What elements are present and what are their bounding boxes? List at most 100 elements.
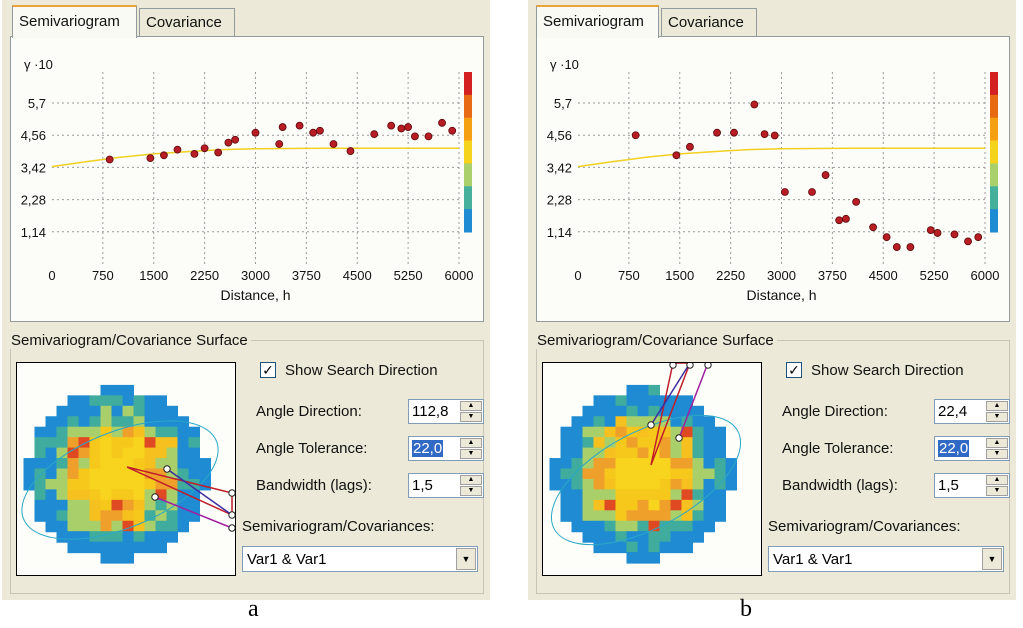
spin-up-button[interactable]: ▲ (986, 438, 1008, 448)
surface-cell (45, 458, 57, 470)
surface-cell (78, 541, 90, 554)
surface-cell (100, 384, 112, 397)
surface-cell (681, 478, 693, 491)
surface-cell (560, 447, 572, 460)
surface-cell (593, 510, 605, 522)
surface-cell (78, 405, 90, 418)
surface-cell (89, 478, 101, 491)
angle-direction-value[interactable]: 22,4 (938, 403, 968, 420)
spin-down-button[interactable]: ▼ (460, 449, 482, 459)
spin-down-button[interactable]: ▼ (986, 486, 1008, 496)
surface-cell (637, 552, 649, 564)
spin-up-button[interactable]: ▲ (460, 401, 482, 411)
tab-covariance[interactable]: Covariance (139, 8, 235, 36)
colorbar-segment (464, 209, 472, 233)
surface-cell (45, 447, 57, 460)
surface-cell (571, 458, 583, 470)
spin-down-button[interactable]: ▼ (986, 449, 1008, 459)
angle-direction-spinner[interactable]: 112,8 ▲ ▼ (408, 399, 484, 424)
chevron-down-icon[interactable]: ▼ (982, 548, 1002, 570)
tab-semivariogram[interactable]: Semivariogram (536, 5, 659, 38)
spin-down-button[interactable]: ▼ (460, 486, 482, 496)
covariances-select[interactable]: Var1 & Var1 ▼ (242, 546, 478, 572)
spin-up-button[interactable]: ▲ (986, 401, 1008, 411)
surface-cell (100, 520, 112, 533)
surface-cell (615, 520, 627, 533)
show-search-direction-checkbox[interactable]: ✓ (786, 362, 802, 378)
search-band (154, 496, 233, 529)
data-point (869, 223, 877, 232)
bandwidth-value[interactable]: 1,5 (938, 477, 959, 494)
surface-cell (582, 405, 594, 418)
surface-cell (122, 541, 134, 554)
surface-cell (626, 437, 638, 449)
angle-tolerance-label: Angle Tolerance: (782, 440, 894, 457)
colorbar-segment (464, 186, 472, 210)
surface-cell (703, 510, 715, 522)
spin-up-button[interactable]: ▲ (460, 438, 482, 448)
surface-cell (626, 478, 638, 491)
bandwidth-spinner[interactable]: 1,5 ▲ ▼ (408, 473, 484, 498)
surface-cell (670, 405, 682, 418)
bandwidth-spinner[interactable]: 1,5 ▲ ▼ (934, 473, 1010, 498)
tab-covariance[interactable]: Covariance (661, 8, 757, 36)
surface-cell (692, 447, 704, 460)
surface-cell (659, 499, 671, 512)
tab-semivariogram[interactable]: Semivariogram (12, 5, 137, 38)
surface-cell (23, 468, 35, 480)
angle-direction-spinner[interactable]: 22,4 ▲ ▼ (934, 399, 1010, 424)
covariances-label: Semivariogram/Covariances: (242, 518, 435, 535)
spin-down-button[interactable]: ▼ (460, 412, 482, 422)
surface-cell (637, 384, 649, 397)
surface-cell (659, 426, 671, 439)
surface-cell (111, 478, 123, 491)
surface-cell (45, 489, 57, 501)
bandwidth-value[interactable]: 1,5 (412, 477, 433, 494)
surface-cell (571, 468, 583, 480)
surface-cell (155, 510, 167, 522)
x-tick-label: 3000 (241, 268, 270, 283)
angle-tolerance-value[interactable]: 22,0 (938, 440, 970, 457)
surface-cell (637, 541, 649, 554)
search-sector (126, 466, 233, 517)
surface-cell (188, 510, 200, 522)
covariances-select[interactable]: Var1 & Var1 ▼ (768, 546, 1004, 572)
show-search-direction-checkbox[interactable]: ✓ (260, 362, 276, 378)
angle-direction-value[interactable]: 112,8 (412, 403, 449, 420)
surface-cell (177, 499, 189, 512)
surface-cell (604, 468, 616, 480)
spin-down-button[interactable]: ▼ (986, 412, 1008, 422)
x-tick-label: 5250 (394, 268, 423, 283)
surface-cell (166, 499, 178, 512)
angle-tolerance-spinner[interactable]: 22,0 ▲ ▼ (934, 436, 1010, 461)
surface-cell (604, 520, 616, 533)
surface-cell (615, 468, 627, 480)
surface-cell (111, 510, 123, 522)
surface-cell (714, 468, 726, 480)
spin-up-button[interactable]: ▲ (460, 475, 482, 485)
data-point (964, 237, 972, 246)
semivariogram-surface[interactable] (542, 362, 762, 576)
angle-tolerance-spinner[interactable]: 22,0 ▲ ▼ (408, 436, 484, 461)
surface-cell (100, 395, 112, 407)
spin-up-button[interactable]: ▲ (986, 475, 1008, 485)
tab-content (10, 36, 484, 322)
surface-cell (703, 520, 715, 533)
surface-cell (78, 458, 90, 470)
colorbar-segment (990, 163, 998, 187)
surface-cell (714, 489, 726, 501)
surface-cell (648, 531, 660, 543)
surface-cell (89, 426, 101, 439)
colorbar-segment (990, 117, 998, 142)
surface-cell (23, 458, 35, 470)
chevron-down-icon[interactable]: ▼ (456, 548, 476, 570)
surface-cell (89, 405, 101, 418)
surface-cell (111, 541, 123, 554)
semivariogram-surface[interactable] (16, 362, 236, 576)
angle-tolerance-value[interactable]: 22,0 (412, 440, 444, 457)
surface-cell (560, 468, 572, 480)
surface-cell (659, 489, 671, 501)
x-tick-label: 3750 (818, 268, 847, 283)
x-tick-label: 0 (574, 268, 581, 283)
surface-cell (56, 499, 68, 512)
